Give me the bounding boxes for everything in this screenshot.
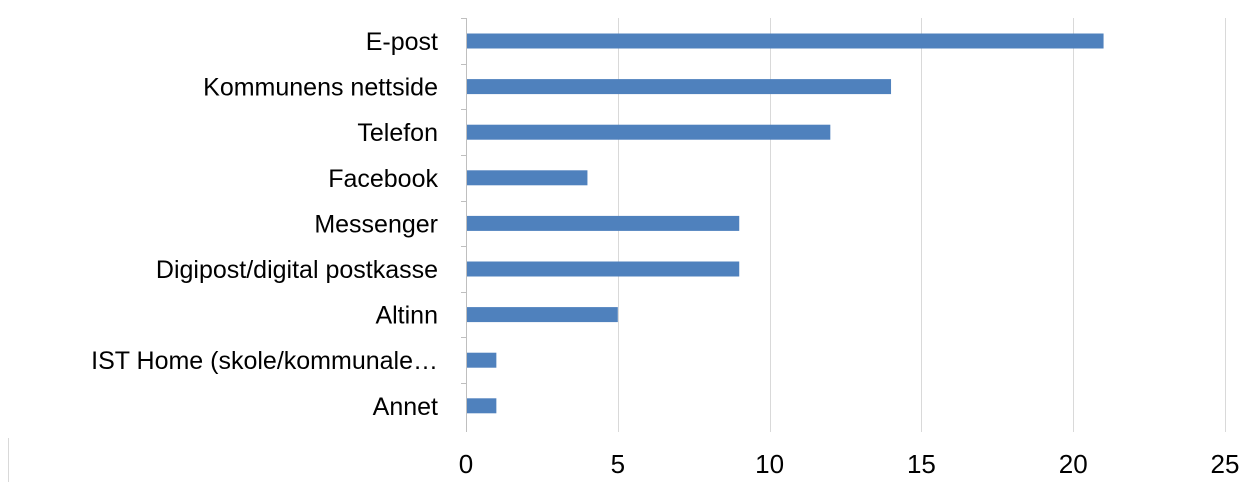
bar-e-post [466, 33, 1104, 49]
x-tick-label: 15 [907, 449, 936, 479]
x-tick-label: 25 [1211, 449, 1240, 479]
category-label: Facebook [328, 165, 438, 193]
category-label: IST Home (skole/kommunale… [91, 347, 438, 375]
bar-messenger [466, 215, 740, 231]
bar-annet [466, 398, 497, 414]
category-label: Annet [373, 393, 438, 421]
category-label: E-post [366, 28, 438, 56]
category-label: Digipost/digital postkasse [156, 256, 438, 284]
value-tick-labels: 0 5 10 15 20 25 [459, 449, 1240, 479]
bar-altinn [466, 307, 618, 323]
x-tick-label: 5 [611, 449, 625, 479]
bar-digipost-digital-postkasse [466, 261, 740, 277]
bars [466, 33, 1104, 414]
bar-ist-home-skole-kommunale [466, 352, 497, 368]
category-axis [461, 18, 467, 432]
category-label: Messenger [314, 210, 438, 238]
category-label: Telefon [357, 119, 438, 147]
category-labels: E-post Kommunens nettside Telefon Facebook M… [91, 28, 438, 421]
x-tick-label: 0 [459, 449, 473, 479]
bar-kommunens-nettside [466, 79, 892, 95]
category-label: Altinn [375, 302, 438, 330]
bar-facebook [466, 170, 588, 186]
x-tick-label: 20 [1059, 449, 1088, 479]
bar-telefon [466, 124, 831, 140]
category-label: Kommunens nettside [203, 74, 438, 102]
x-tick-label: 10 [755, 449, 784, 479]
